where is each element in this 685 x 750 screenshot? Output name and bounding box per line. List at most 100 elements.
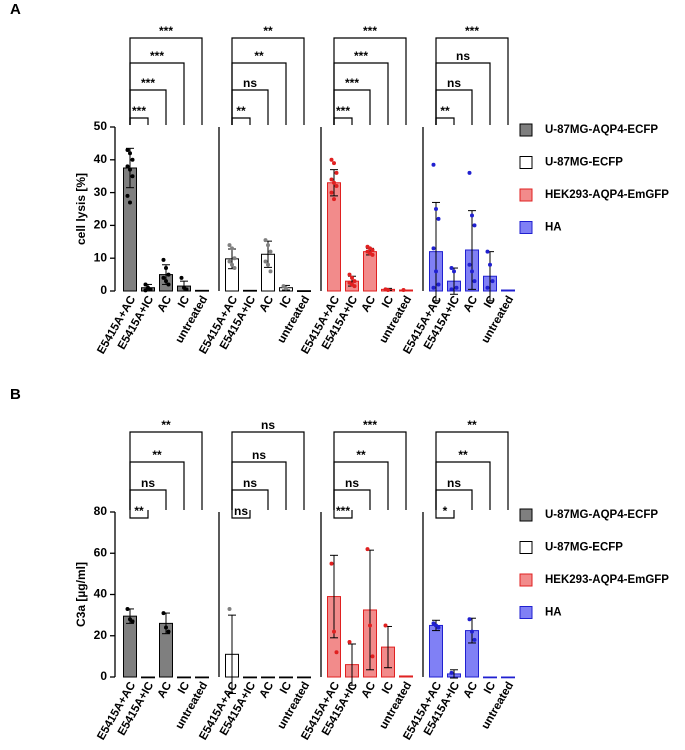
data-point bbox=[128, 167, 132, 172]
data-point bbox=[268, 269, 273, 274]
data-point bbox=[472, 637, 477, 642]
data-point bbox=[263, 238, 268, 243]
data-point bbox=[350, 275, 354, 280]
data-point bbox=[268, 249, 273, 254]
data-point bbox=[266, 262, 270, 267]
x-tick-label: IC bbox=[176, 294, 192, 310]
significance-label: *** bbox=[150, 49, 164, 63]
data-point bbox=[166, 272, 171, 277]
x-tick-label: AC bbox=[258, 680, 277, 700]
legend-label: U-87MG-ECFP bbox=[545, 157, 623, 169]
y-tick-label: 10 bbox=[94, 250, 108, 264]
panel-label: B bbox=[10, 386, 21, 403]
data-point bbox=[125, 164, 130, 169]
significance-bracket bbox=[129, 37, 203, 125]
x-tick-label: IC bbox=[176, 680, 192, 696]
bar bbox=[195, 676, 209, 679]
legend-swatch bbox=[519, 573, 533, 587]
data-point bbox=[470, 213, 474, 218]
y-axis-label: cell lysis [%] bbox=[74, 173, 88, 245]
data-point bbox=[125, 147, 130, 152]
significance-label: *** bbox=[363, 418, 377, 432]
significance-label: ns bbox=[447, 76, 461, 90]
data-point bbox=[329, 177, 334, 182]
significance-label: *** bbox=[141, 76, 155, 90]
x-tick-label: AC bbox=[462, 294, 481, 314]
x-tick-label: IC bbox=[380, 680, 396, 696]
significance-label: ns bbox=[456, 49, 470, 63]
data-point bbox=[467, 262, 472, 267]
y-axis-label: C3a [µg/ml] bbox=[74, 562, 88, 627]
data-point bbox=[125, 193, 130, 198]
significance-label: *** bbox=[336, 104, 350, 118]
data-point bbox=[329, 157, 334, 162]
data-point bbox=[470, 269, 474, 274]
significance-label: ns bbox=[345, 476, 359, 490]
data-point bbox=[263, 259, 268, 264]
significance-label: ** bbox=[458, 448, 468, 462]
significance-label: *** bbox=[354, 49, 368, 63]
legend-swatch bbox=[519, 508, 533, 522]
data-point bbox=[266, 243, 270, 248]
significance-bracket bbox=[435, 431, 509, 510]
significance-bracket bbox=[231, 510, 251, 519]
significance-bracket bbox=[129, 431, 203, 510]
legend-swatch bbox=[519, 606, 533, 619]
data-point bbox=[431, 246, 436, 251]
legend-swatch bbox=[519, 541, 533, 554]
legend-label: U-87MG-AQP4-ECFP bbox=[545, 509, 658, 521]
x-tick-label: IC bbox=[278, 294, 294, 310]
data-point bbox=[436, 625, 441, 630]
data-point bbox=[347, 639, 352, 644]
data-point bbox=[472, 223, 477, 228]
significance-bracket bbox=[129, 117, 149, 125]
data-point bbox=[490, 279, 495, 284]
data-point bbox=[284, 286, 288, 291]
x-tick-label: IC bbox=[482, 294, 498, 310]
significance-label: ns bbox=[234, 504, 248, 518]
legend-label: HA bbox=[545, 222, 562, 234]
significance-label: ** bbox=[152, 448, 162, 462]
bar bbox=[399, 289, 413, 292]
bar bbox=[399, 675, 413, 678]
data-point bbox=[232, 266, 237, 271]
legend-label: U-87MG-ECFP bbox=[545, 542, 623, 554]
data-point bbox=[130, 157, 135, 162]
data-point bbox=[436, 216, 441, 221]
significance-label: ns bbox=[141, 476, 155, 490]
y-tick-label: 60 bbox=[94, 545, 108, 559]
data-point bbox=[329, 561, 334, 566]
data-point bbox=[227, 243, 232, 248]
data-point bbox=[467, 170, 472, 175]
data-point bbox=[164, 279, 168, 284]
significance-bracket bbox=[435, 489, 473, 510]
data-point bbox=[488, 262, 492, 267]
significance-label: *** bbox=[363, 24, 377, 38]
significance-label: ** bbox=[440, 104, 450, 118]
significance-bracket bbox=[333, 37, 407, 125]
data-point bbox=[230, 246, 234, 251]
significance-label: ** bbox=[236, 104, 246, 118]
bar bbox=[243, 289, 257, 292]
x-tick-label: IC bbox=[482, 680, 498, 696]
significance-bracket bbox=[333, 117, 353, 125]
bar bbox=[141, 676, 155, 679]
bar bbox=[243, 676, 257, 679]
data-point bbox=[332, 180, 336, 185]
data-point bbox=[383, 623, 388, 628]
data-point bbox=[485, 249, 490, 254]
significance-bracket bbox=[231, 37, 305, 125]
legend-swatch bbox=[519, 188, 533, 202]
data-point bbox=[368, 623, 372, 628]
legend-label: HEK293-AQP4-EmGFP bbox=[545, 574, 669, 586]
significance-bracket bbox=[435, 461, 491, 510]
significance-label: ** bbox=[161, 418, 171, 432]
bar bbox=[261, 676, 275, 679]
data-point bbox=[332, 161, 336, 166]
y-tick-label: 30 bbox=[94, 185, 108, 199]
significance-label: *** bbox=[336, 504, 350, 518]
legend-swatch bbox=[519, 221, 533, 234]
significance-label: ns bbox=[261, 418, 275, 432]
data-point bbox=[166, 282, 171, 287]
